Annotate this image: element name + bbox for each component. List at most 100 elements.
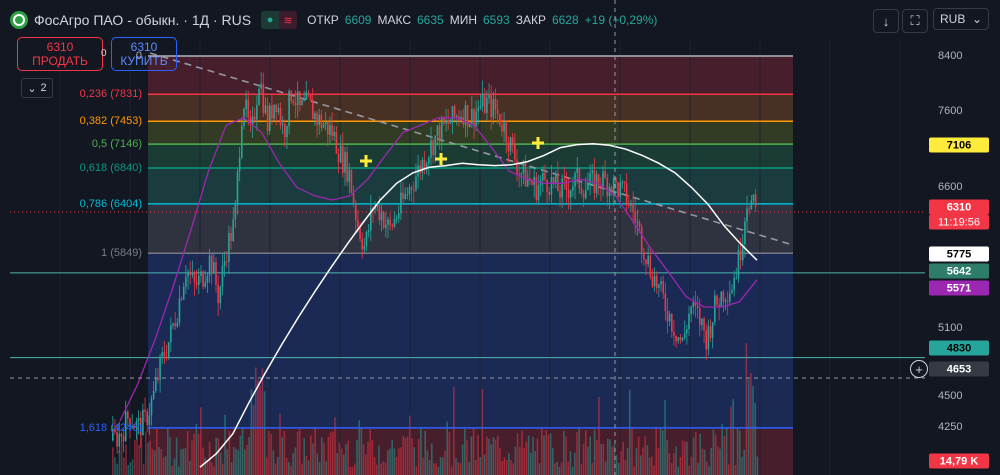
- candle-body: [124, 411, 127, 442]
- sell-button[interactable]: 6310 ПРОДАТЬ: [17, 37, 103, 71]
- candle-body: [191, 273, 194, 275]
- volume-bar: [596, 439, 598, 475]
- volume-bar: [521, 430, 523, 475]
- volume-bar: [411, 438, 413, 475]
- candle-body: [520, 173, 523, 175]
- volume-bar: [391, 440, 393, 475]
- candle-body: [511, 137, 514, 145]
- volume-bar: [281, 437, 283, 475]
- buy-button[interactable]: 6310 КУПИТЬ: [111, 37, 177, 71]
- volume-bar: [252, 404, 255, 475]
- phosagro-logo-icon: [10, 11, 28, 29]
- volume-bar: [413, 447, 415, 475]
- volume-bar: [725, 428, 728, 475]
- candle-body: [696, 305, 699, 308]
- current-time-tag: 11:19:56: [929, 214, 989, 230]
- candle-body: [363, 246, 366, 250]
- volume-bar: [477, 435, 479, 475]
- volume-bar: [516, 433, 519, 475]
- candle-body: [430, 140, 432, 158]
- candle-body: [225, 261, 228, 263]
- candle-body: [382, 212, 385, 228]
- volume-bar: [552, 448, 554, 475]
- volume-bar: [591, 463, 594, 475]
- volume-bar: [501, 461, 503, 475]
- candle-body: [187, 271, 189, 277]
- volume-bar: [145, 431, 147, 475]
- volume-bar: [358, 420, 360, 475]
- candle-body: [681, 337, 684, 341]
- candle-body: [395, 218, 398, 220]
- candle-body: [208, 255, 211, 276]
- candle-body: [198, 275, 200, 285]
- currency-select[interactable]: RUB ⌄: [933, 8, 989, 30]
- candle-body: [664, 293, 667, 311]
- candle-body: [739, 250, 742, 261]
- volume-bar: [433, 463, 435, 475]
- candle-body: [440, 117, 443, 142]
- volume-bar: [321, 437, 323, 475]
- volume-bar: [283, 430, 286, 475]
- candle-body: [729, 293, 731, 302]
- fullscreen-button[interactable]: ⛶: [902, 9, 928, 33]
- download-button[interactable]: ↓: [873, 9, 899, 33]
- candle-body: [296, 91, 299, 106]
- candle-body: [597, 174, 600, 186]
- volume-bar: [580, 464, 583, 475]
- candle-body: [333, 131, 336, 136]
- volume-bar: [448, 432, 451, 475]
- candle-body: [662, 281, 664, 294]
- volume-bar: [714, 434, 717, 475]
- volume-bar: [263, 391, 266, 475]
- candle-body: [122, 436, 125, 442]
- volume-bar: [206, 461, 209, 475]
- candle-body: [157, 378, 159, 380]
- candle-body: [456, 116, 458, 118]
- volume-bar: [235, 448, 237, 475]
- add-alert-plus-icon[interactable]: +: [910, 360, 928, 378]
- candle-body: [148, 415, 151, 426]
- candle-body: [744, 221, 746, 244]
- fib-label-5: 0,786 (6404): [79, 197, 142, 210]
- volume-bar: [450, 466, 453, 475]
- market-status[interactable]: ● ≋: [261, 11, 298, 29]
- candle-body: [348, 169, 351, 182]
- candle-body: [408, 187, 411, 195]
- candle-body: [593, 170, 596, 193]
- candle-body: [331, 125, 333, 136]
- volume-bar: [171, 466, 173, 475]
- candle-body: [705, 330, 707, 350]
- candle-body: [658, 284, 660, 288]
- candle-body: [636, 222, 639, 224]
- candle-body: [185, 276, 187, 287]
- candle-body: [238, 157, 241, 172]
- collapse-indicators-button[interactable]: ⌄ 2: [21, 78, 53, 98]
- candle-body: [645, 259, 647, 265]
- candle-body: [277, 108, 280, 112]
- volume-bar: [299, 429, 301, 475]
- volume-bar: [486, 436, 488, 475]
- volume-bar: [294, 447, 297, 475]
- volume-bar: [123, 457, 125, 475]
- volume-bar: [466, 440, 468, 475]
- volume-bar: [376, 464, 378, 475]
- volume-bar: [475, 459, 477, 475]
- candle-body: [507, 142, 510, 152]
- candle-body: [206, 275, 209, 283]
- volume-bar: [204, 457, 206, 475]
- candle-body: [486, 98, 488, 113]
- volume-bar: [510, 459, 512, 475]
- candle-body: [496, 110, 499, 115]
- candle-body: [281, 124, 284, 126]
- volume-bar: [318, 462, 321, 475]
- candle-body: [413, 189, 415, 191]
- volume-bar: [523, 447, 525, 475]
- volume-bar: [395, 456, 398, 475]
- candle-body: [612, 177, 615, 194]
- candle-body: [236, 171, 239, 205]
- volume-bar: [250, 389, 253, 475]
- candle-body: [647, 255, 649, 265]
- candle-body: [309, 95, 312, 101]
- symbol-title[interactable]: ФосАгро ПАО - обыкн. · 1Д · RUS: [34, 12, 252, 28]
